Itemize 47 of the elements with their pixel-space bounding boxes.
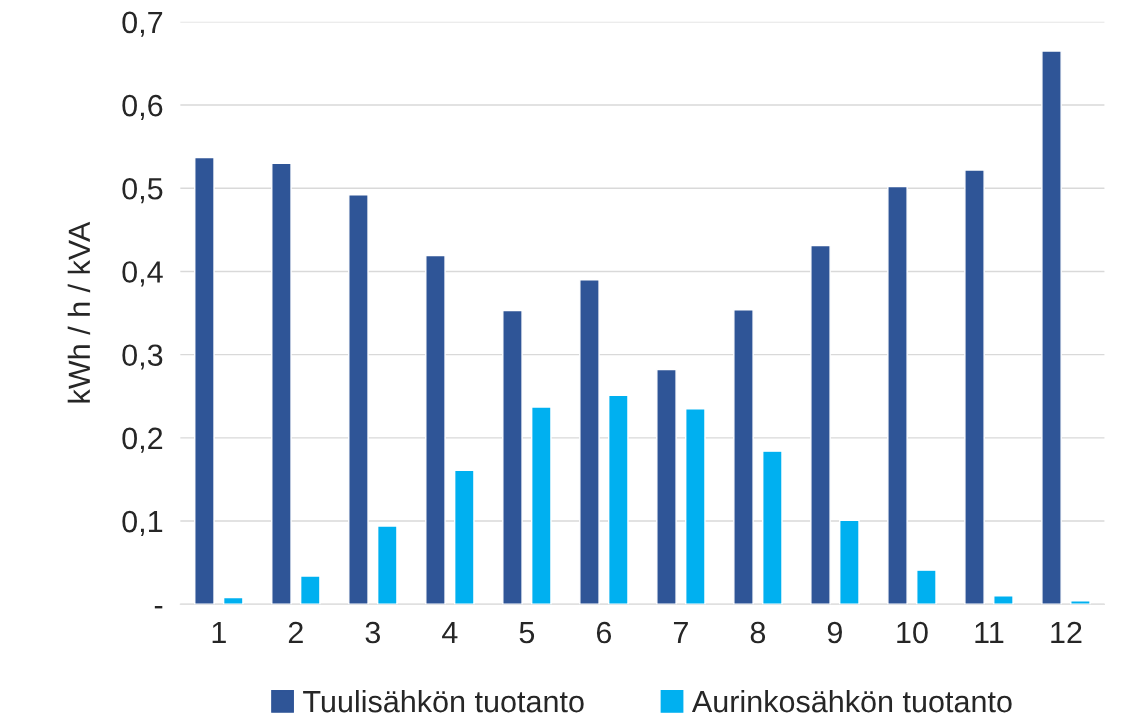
bar (733, 309, 754, 605)
x-tick-label: 6 (596, 621, 612, 644)
legend-label: Aurinkosähkön tuotanto (691, 689, 1012, 713)
bar (530, 406, 552, 605)
y-tick-label: 0,1 (122, 510, 163, 537)
x-tick-label: 12 (1051, 621, 1082, 644)
legend-label: Tuulisähkön tuotanto (303, 689, 584, 713)
bar (964, 169, 985, 605)
x-tick-label: 10 (897, 621, 928, 644)
y-tick-label: 0,6 (122, 94, 163, 121)
bar (502, 309, 523, 605)
bar (271, 162, 292, 605)
bar (685, 408, 706, 605)
bar (887, 185, 908, 605)
bar (993, 595, 1014, 605)
bar (608, 394, 629, 605)
bar (194, 156, 215, 605)
x-tick-label: 2 (288, 621, 303, 644)
bar (425, 254, 446, 605)
y-tick-label: 0,7 (122, 11, 163, 37)
x-tick-label: 9 (827, 621, 842, 644)
y-tick-label: 0,3 (122, 344, 163, 370)
x-tick-label: 5 (519, 622, 535, 644)
bar (1041, 50, 1062, 605)
x-tick-label: 1 (212, 622, 226, 644)
bar (299, 575, 321, 605)
bar (839, 519, 860, 605)
x-tick-label: 8 (750, 621, 766, 644)
bar (579, 279, 600, 605)
bar (348, 194, 369, 605)
bar (656, 368, 677, 605)
x-tick-label: 3 (365, 621, 380, 644)
x-tick-label: 4 (442, 622, 458, 644)
bar (376, 525, 398, 605)
y-axis-title: kWh / h / kVA (67, 221, 91, 403)
bar (916, 569, 937, 605)
x-tick-label: 11 (975, 622, 1004, 644)
y-tick-label: 0,4 (122, 261, 163, 287)
y-tick-label: - (154, 606, 163, 609)
bar (762, 450, 783, 605)
bar (222, 596, 244, 605)
bar (810, 244, 831, 605)
bar (453, 469, 475, 605)
y-tick-label: 0,5 (122, 177, 163, 204)
x-tick-label: 7 (673, 622, 688, 644)
y-tick-label: 0,2 (122, 427, 163, 453)
bar (1070, 600, 1091, 605)
